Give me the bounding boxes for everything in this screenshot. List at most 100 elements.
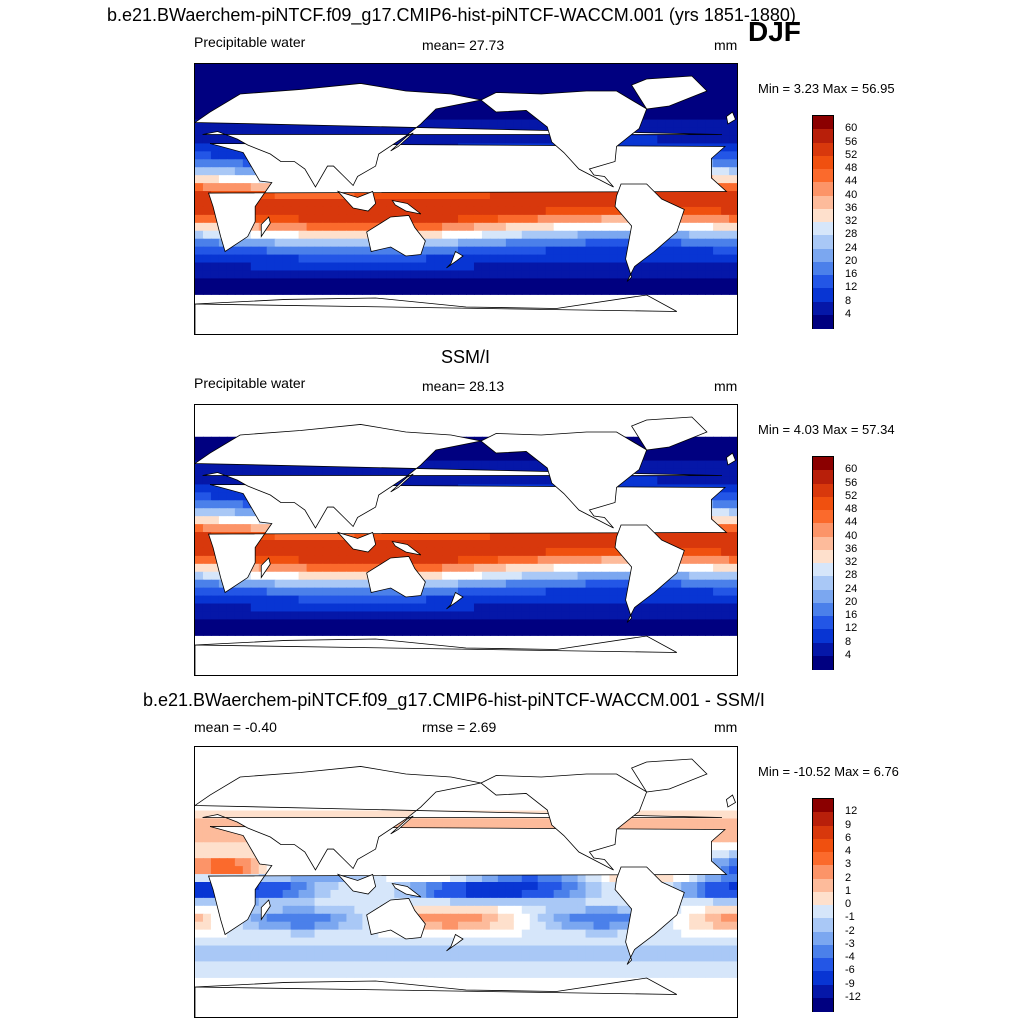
colorbar-box [813,616,833,630]
colorbar-box [813,195,833,210]
coastline [366,898,426,940]
colorbar-label: 32 [845,215,858,227]
colorbar-label: -9 [845,977,855,990]
colorbar-box [813,288,833,302]
colorbar-box [813,314,833,329]
colorbar-box [813,483,833,498]
coastline [390,815,414,835]
coastline [725,794,737,808]
colorbar-box [813,510,833,524]
colorbar-box [813,549,833,564]
colorbar-label: 24 [845,582,858,595]
colorbar-label: 12 [845,622,858,635]
colorbar-box [813,457,833,471]
colorbar-box [813,971,833,985]
coastline [446,933,464,952]
map-canvas [195,64,737,334]
coastline [446,591,464,610]
colorbar-label: 6 [845,831,852,844]
coastline [391,882,422,898]
colorbar-box [813,301,833,316]
panel2-colorbar: 60 56 52 48 44 40 36 32 28 24 20 16 12 8 4 [812,456,857,670]
panel3-title: b.e21.BWaerchem-piNTCF.f09_g17.CMIP6-his… [143,690,765,710]
map-canvas [195,758,737,1017]
colorbar-box [813,852,833,866]
colorbar-label: 8 [845,635,852,648]
colorbar-label: 24 [845,241,858,254]
colorbar-box [813,470,833,484]
colorbar-box [813,208,833,223]
panel2-map [194,404,738,676]
colorbar-box [813,629,833,643]
colorbar-label: 28 [845,228,858,241]
colorbar-box [813,958,833,972]
colorbar-label: 44 [845,516,858,529]
colorbar-box [813,905,833,919]
panel3-rmse-label: rmse = 2.69 [422,719,497,735]
colorbar-label: 32 [845,556,858,568]
colorbar-box [813,589,833,604]
panel2-units-label: mm [714,378,738,394]
panel1-map [194,63,738,335]
coastline [630,758,708,793]
colorbar-label: 3 [845,858,852,871]
colorbar-label: 2 [845,871,852,884]
season-label: DJF [748,16,801,47]
panel1-variable-label: Precipitable water [194,34,306,50]
panel3-units-label: mm [714,719,738,735]
colorbar-box [813,944,833,959]
colorbar-box [813,838,833,853]
colorbar-box [813,496,833,511]
coastline [390,473,414,493]
colorbar-label: 48 [845,162,858,174]
coastline [260,557,271,579]
map-canvas [195,416,737,675]
colorbar-box [813,655,833,670]
colorbar-box [813,182,833,196]
colorbar-box [813,129,833,143]
colorbar-label: 4 [845,845,852,857]
colorbar-label: 1 [845,884,852,897]
coastline [480,90,648,188]
colorbar-box [813,891,833,906]
coastline [195,83,722,188]
coastline [260,216,271,238]
panel3-minmax-label: Min = -10.52 Max = 6.76 [758,764,899,779]
colorbar-box [813,997,833,1012]
colorbar-label: 48 [845,503,858,515]
colorbar-box [813,576,833,590]
colorbar-box [813,248,833,263]
colorbar-box [813,142,833,157]
colorbar-label: 40 [845,529,858,542]
colorbar-box [813,235,833,249]
colorbar-label: -6 [845,964,855,977]
coastline [630,75,708,110]
coastline [195,766,722,871]
colorbar-box [813,563,833,577]
coastline [195,977,678,1017]
colorbar-label: 36 [845,201,858,214]
panel1-minmax-label: Min = 3.23 Max = 56.95 [758,81,895,96]
colorbar-label: 52 [845,148,858,161]
colorbar-box [813,918,833,932]
panel2-title: SSM/I [441,347,491,367]
colorbar-label: 12 [845,805,858,818]
colorbar-label: 60 [845,463,858,476]
colorbar-box [813,536,833,551]
colorbar-label: 56 [845,476,858,489]
coastline [195,635,678,675]
panel3-map [194,746,738,1018]
coastline [390,132,414,152]
coastline [366,215,426,257]
coastline [725,111,737,125]
colorbar-label: 20 [845,595,858,608]
colorbar-label: 8 [845,294,852,307]
colorbar-box [813,799,833,813]
colorbar-label: -2 [845,924,855,937]
coastline [725,452,737,466]
coastline [391,540,422,556]
colorbar-box [813,642,833,657]
coastline [446,250,464,269]
colorbar-label: -3 [845,937,855,950]
colorbar-box [813,155,833,170]
